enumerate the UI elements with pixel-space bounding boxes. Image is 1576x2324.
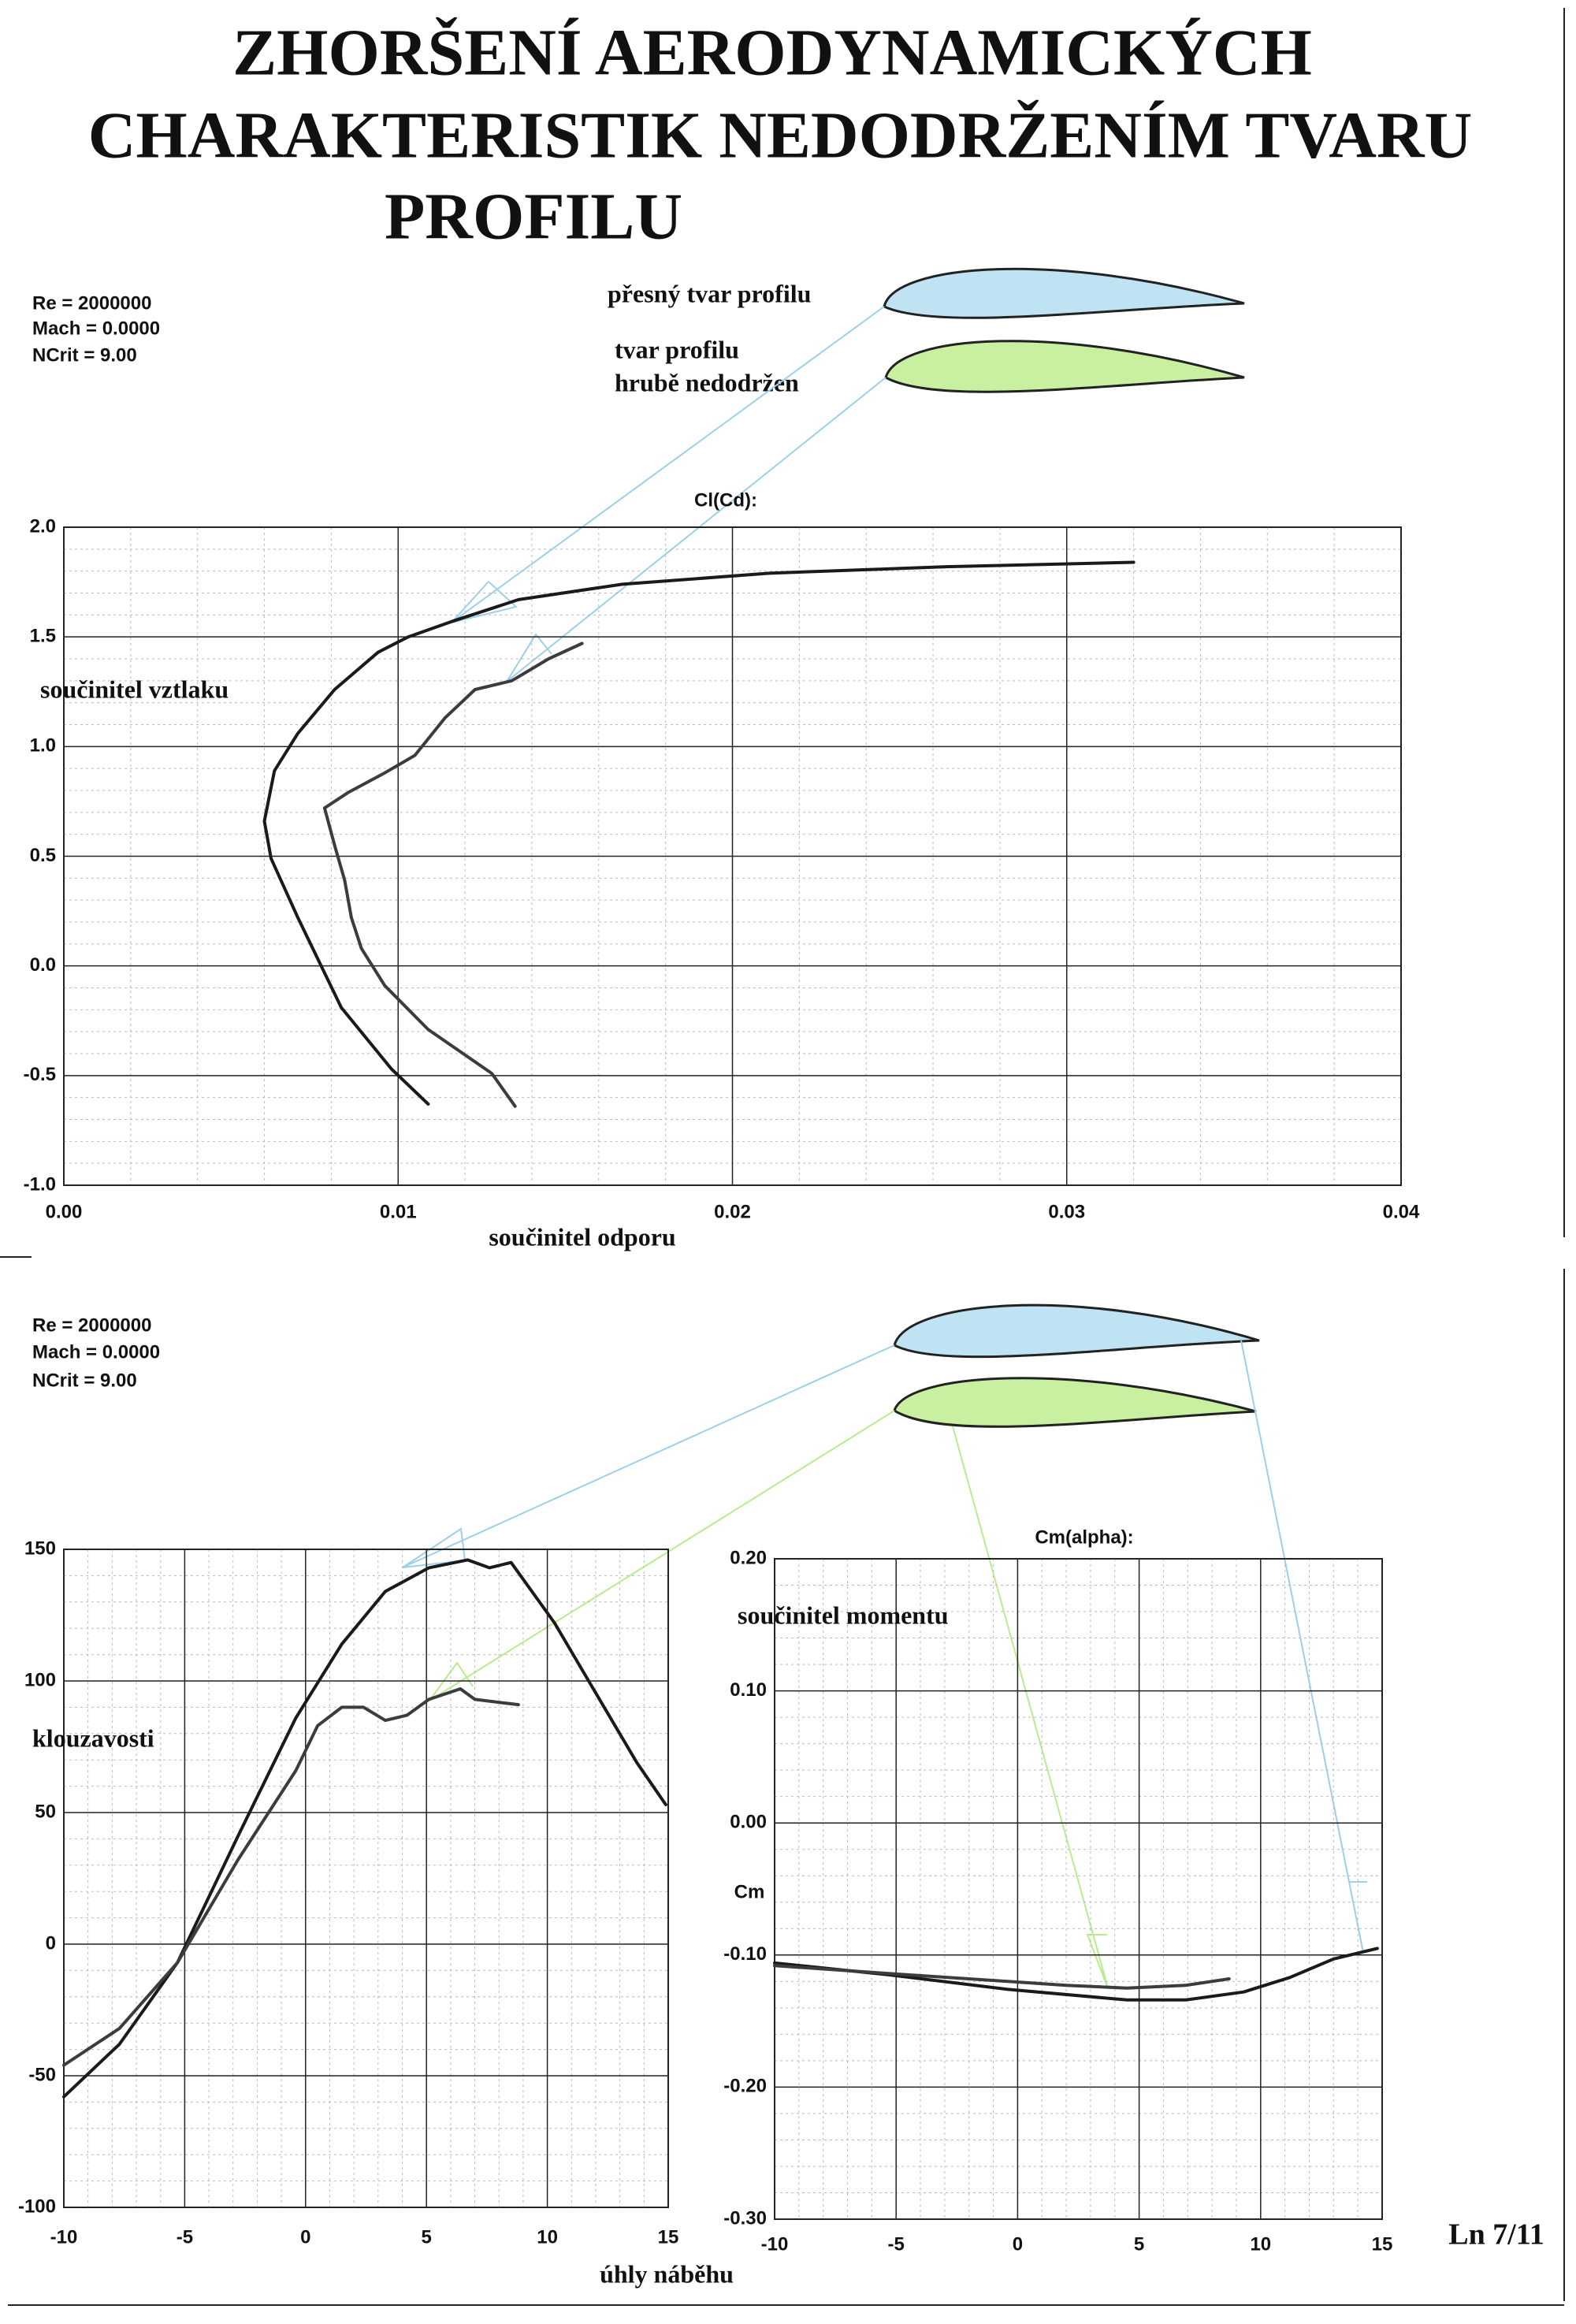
y-tick-label: 2.0	[30, 515, 56, 537]
y-tick-label: 50	[35, 1801, 56, 1822]
profile-label: přesný tvar profilu	[608, 279, 811, 307]
connectors	[402, 306, 1367, 1989]
connector	[952, 1426, 1109, 1989]
y-axis-label: Cm	[734, 1881, 765, 1902]
airfoil-exact	[883, 267, 1245, 319]
condition: NCrit = 9.00	[32, 1370, 137, 1391]
title-line: CHARAKTERISTIK NEDODRŽENÍM TVARU	[88, 98, 1473, 172]
x-axis-label: úhly náběhu	[600, 2259, 734, 2288]
data-line	[773, 1947, 1379, 2002]
y-tick-label: 0	[46, 1932, 56, 1954]
y-tick-label: -100	[18, 2196, 56, 2217]
data-line	[773, 1964, 1231, 1990]
annotation: součinitel momentu	[738, 1601, 949, 1629]
y-tick-label: 0.10	[730, 1679, 767, 1701]
airfoil-exact	[893, 1303, 1260, 1359]
y-tick-label: 1.5	[30, 626, 56, 647]
y-axis-label: součinitel vztlaku	[40, 675, 229, 703]
x-tick-label: -10	[761, 2233, 789, 2255]
y-tick-label: -0.5	[24, 1064, 56, 1085]
x-tick-label: -10	[50, 2226, 78, 2248]
connector	[1240, 1340, 1367, 1954]
profile-label: hrubě nedodržen	[615, 368, 799, 396]
condition: NCrit = 9.00	[32, 344, 137, 366]
x-tick-label: 0	[300, 2226, 310, 2248]
profile-label: tvar profilu	[615, 335, 739, 363]
x-tick-label: 15	[1372, 2233, 1393, 2255]
x-tick-label: 0.02	[714, 1201, 751, 1222]
condition: Mach = 0.0000	[32, 1341, 160, 1363]
data-line	[262, 560, 1136, 1106]
x-tick-label: 0	[1013, 2233, 1023, 2255]
page-number: Ln 7/11	[1448, 2218, 1544, 2251]
condition: Re = 2000000	[32, 1314, 151, 1336]
connector	[429, 1410, 895, 1701]
chart-title: Cm(alpha):	[1035, 1526, 1133, 1548]
y-tick-label: -0.30	[723, 2207, 767, 2229]
title-line: PROFILU	[385, 180, 682, 253]
chart: -0.30 -0.20 -0.10 0.00 0.10 0.20 -10 -5 0 5 10 15 Cm…	[723, 1526, 1392, 2255]
condition: Re = 2000000	[32, 292, 151, 314]
x-tick-label: 5	[422, 2226, 432, 2248]
x-tick-label: -5	[177, 2226, 193, 2248]
x-tick-label: 0.03	[1048, 1201, 1085, 1222]
y-tick-label: 0.0	[30, 954, 56, 976]
x-tick-label: 10	[1250, 2233, 1271, 2255]
y-tick-label: 0.00	[730, 1812, 767, 1833]
chart-title: Cl(Cd):	[694, 489, 757, 511]
y-tick-label: 1.0	[30, 735, 56, 757]
y-tick-label: -1.0	[24, 1173, 56, 1195]
x-tick-label: 0.01	[380, 1201, 417, 1222]
chart: -1.0 -0.5 0.0 0.5 1.0 1.5 2.0 0.00 0.01 0.02 0.03 0…	[24, 489, 1420, 1251]
y-tick-label: -50	[28, 2064, 56, 2085]
data-line	[62, 1558, 667, 2099]
title-line: ZHORŠENÍ AERODYNAMICKÝCH	[232, 16, 1312, 89]
y-tick-label: 100	[24, 1669, 56, 1690]
y-tick-label: -0.20	[723, 2076, 767, 2097]
condition: Mach = 0.0000	[32, 318, 160, 339]
x-axis-label: součinitel odporu	[489, 1222, 675, 1251]
connector	[451, 306, 885, 623]
data-line	[322, 641, 584, 1108]
airfoil-rough	[884, 340, 1245, 393]
connector	[402, 1344, 895, 1568]
connector	[506, 377, 886, 682]
y-tick-label: 150	[24, 1538, 56, 1559]
y-axis-label: klouzavosti	[32, 1723, 154, 1752]
y-tick-label: 0.20	[730, 1547, 767, 1568]
x-tick-label: 15	[658, 2226, 679, 2248]
y-tick-label: 0.5	[30, 845, 56, 866]
x-tick-label: 5	[1134, 2233, 1144, 2255]
x-tick-label: 0.04	[1383, 1201, 1420, 1222]
y-tick-label: -0.10	[723, 1943, 767, 1965]
x-tick-label: 10	[537, 2226, 558, 2248]
x-tick-label: -5	[888, 2233, 905, 2255]
data-line	[62, 1687, 520, 2067]
x-tick-label: 0.00	[46, 1201, 83, 1222]
